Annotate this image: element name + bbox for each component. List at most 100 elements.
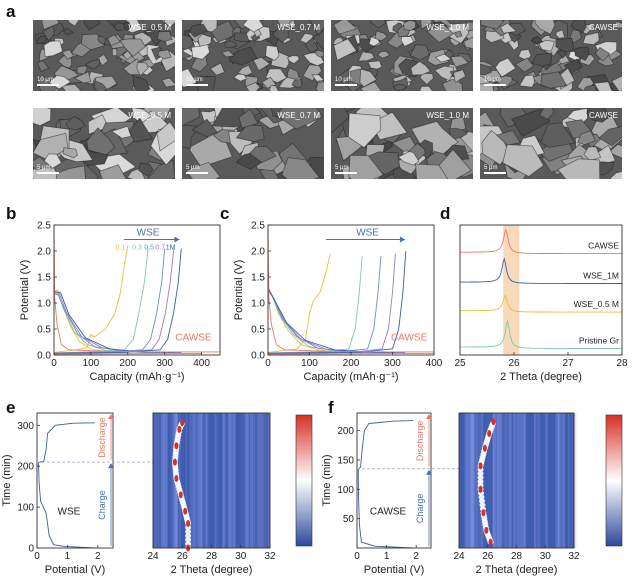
sem-crystal <box>331 108 350 134</box>
discharge-label: Discharge <box>97 417 107 458</box>
electrolyte-label: CAWSE <box>370 506 407 517</box>
xrd-pattern-line <box>460 228 622 255</box>
series-line-discharge <box>54 289 128 353</box>
heatmap-streak <box>537 413 541 548</box>
heatmap-streak <box>488 413 490 548</box>
sem-image: WSE_0.7 M 10 μm <box>182 20 324 91</box>
sem-crystal <box>357 51 375 62</box>
sem-crystal <box>480 20 505 30</box>
sem-crystal <box>157 49 172 60</box>
sem-crystal <box>37 59 50 73</box>
heatmap-streak <box>466 413 470 548</box>
sem-crystal <box>249 146 277 164</box>
sem-crystal <box>93 80 108 91</box>
y-tick-label: 300 <box>17 421 34 432</box>
x-tick-label: 0 <box>265 358 271 369</box>
heatmap-streak <box>202 413 205 548</box>
sem-crystal <box>161 77 175 88</box>
peak-halo <box>477 482 484 488</box>
sem-crystal <box>540 71 568 89</box>
peak-halo <box>185 525 192 531</box>
sem-crystal <box>191 44 211 60</box>
sem-crystal <box>132 74 151 91</box>
heatmap-streak <box>259 413 264 548</box>
sem-sample-label: WSE_0.7 M <box>277 23 320 32</box>
sem-texture <box>480 108 622 179</box>
peak-halo <box>185 533 192 539</box>
sem-crystal <box>182 33 195 50</box>
sem-crystal <box>84 58 100 70</box>
profile-frame <box>36 412 114 549</box>
concentration-label: 1M <box>166 244 176 251</box>
heatmap-streak <box>232 413 237 548</box>
heatmap-streak <box>244 413 246 548</box>
y-tick-label: 1.0 <box>251 299 265 310</box>
y-axis-label: Time (min) <box>1 454 13 506</box>
voltage-profile-line <box>357 420 414 549</box>
sem-crystal <box>314 49 324 58</box>
sem-crystal <box>238 108 259 129</box>
heatmap-streak <box>561 413 565 548</box>
y-tick-label: 1.5 <box>251 273 265 284</box>
sem-crystal <box>128 117 154 143</box>
scale-bar-line <box>37 84 59 86</box>
peak-hotspot <box>482 444 487 452</box>
sem-crystal <box>611 21 622 29</box>
heatmap-streak <box>493 413 496 548</box>
x-tick-label: 1 <box>384 551 390 562</box>
sem-image: WSE_0.7 M 5 μm <box>182 108 324 179</box>
heatmap-streak <box>570 413 573 548</box>
sem-crystal <box>420 20 433 30</box>
scale-bar-line <box>484 172 506 174</box>
concentration-label: 0.3 <box>132 244 142 251</box>
x-tick-label: 28 <box>511 551 523 562</box>
peak-halo <box>477 467 484 473</box>
peak-hotspot <box>481 509 486 517</box>
sem-crystal <box>235 124 265 143</box>
heatmap-streak <box>497 413 500 548</box>
x-tick-label: 32 <box>264 551 276 562</box>
sem-crystal <box>98 164 127 179</box>
wse-label: WSE <box>356 228 379 239</box>
heatmap-streak <box>197 413 201 548</box>
heatmap-streak <box>165 413 167 548</box>
sem-crystal <box>557 158 601 179</box>
sem-crystal <box>493 75 513 88</box>
sem-crystal <box>502 144 545 177</box>
y-tick-label: 100 <box>17 503 34 514</box>
scale-bar: 10 μm <box>37 75 71 86</box>
sem-crystal <box>291 78 303 89</box>
heatmap-streak <box>522 413 526 548</box>
y-tick-label: 2.0 <box>251 247 265 258</box>
heatmap-streak <box>170 413 173 548</box>
heatmap-streak <box>516 413 521 548</box>
scale-bar-line <box>37 172 59 174</box>
heatmap-streak <box>261 413 265 548</box>
heatmap-streak <box>573 413 577 548</box>
heatmap-background <box>153 413 270 548</box>
sem-crystal <box>539 108 555 120</box>
x-tick-label: 200 <box>119 358 136 369</box>
sem-image: CAWSE 5 μm <box>480 108 622 179</box>
series-line-discharge <box>268 225 434 353</box>
x-tick-label: 28 <box>616 358 628 369</box>
scale-bar: 5 μm <box>186 163 220 174</box>
heatmap-streak <box>473 413 478 548</box>
sem-crystal <box>97 35 107 45</box>
sem-crystal <box>182 108 201 127</box>
heatmap-streak <box>558 413 563 548</box>
x-tick-label: 100 <box>301 358 318 369</box>
sem-crystal <box>136 61 149 77</box>
heatmap-streak <box>199 413 202 548</box>
sem-crystal <box>403 20 417 31</box>
sem-crystal <box>596 53 615 67</box>
sem-crystal <box>359 68 378 88</box>
sem-crystal <box>360 81 382 91</box>
sem-texture <box>480 20 622 91</box>
heatmap-streak <box>200 413 205 548</box>
y-axis-label: Potential (V) <box>19 260 31 321</box>
x-tick-label: 300 <box>156 358 173 369</box>
panel-label-d: d <box>440 204 451 223</box>
sem-crystal <box>530 36 544 45</box>
